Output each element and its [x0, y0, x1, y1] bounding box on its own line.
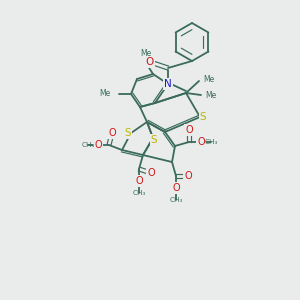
Text: CH₃: CH₃ — [204, 139, 218, 145]
Text: O: O — [184, 171, 192, 181]
Text: CH₃: CH₃ — [81, 142, 95, 148]
Text: N: N — [164, 79, 172, 89]
Text: Me: Me — [100, 89, 111, 98]
Text: Me: Me — [205, 91, 216, 100]
Text: O: O — [197, 137, 205, 147]
Text: O: O — [94, 140, 102, 150]
Text: O: O — [135, 176, 143, 186]
Text: O: O — [185, 125, 193, 135]
Text: Me: Me — [140, 49, 152, 58]
Text: S: S — [125, 128, 131, 138]
Text: O: O — [146, 57, 154, 67]
Text: S: S — [151, 135, 157, 145]
Text: CH₃: CH₃ — [169, 197, 183, 203]
Text: O: O — [172, 183, 180, 193]
Text: O: O — [147, 168, 155, 178]
Text: Me: Me — [203, 74, 214, 83]
Text: CH₃: CH₃ — [132, 190, 146, 196]
Text: O: O — [108, 128, 116, 138]
Text: S: S — [200, 112, 206, 122]
